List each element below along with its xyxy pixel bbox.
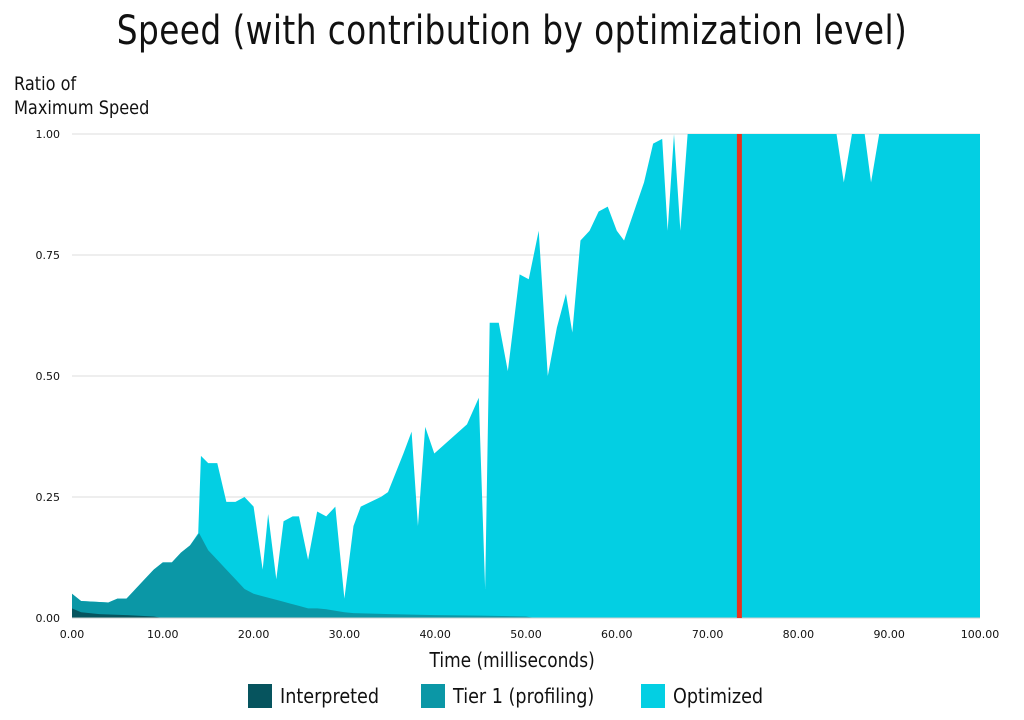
legend-item: Interpreted <box>248 684 393 708</box>
y-tick-label: 0.75 <box>36 249 61 262</box>
chart-legend: Interpreted Tier 1 (profiling) Optimized <box>0 684 1024 708</box>
x-tick-label: 60.00 <box>601 628 633 641</box>
x-tick-label: 20.00 <box>238 628 270 641</box>
x-tick-label: 100.00 <box>961 628 1000 641</box>
y-axis-label-text: Ratio of Maximum Speed <box>14 73 150 119</box>
x-tick-label: 30.00 <box>329 628 361 641</box>
area-tier-1-profiling <box>72 533 536 618</box>
legend-label: Tier 1 (profiling) <box>452 684 595 708</box>
y-axis-label: Ratio of Maximum Speed <box>14 72 149 120</box>
legend-item: Optimized <box>641 684 775 708</box>
area-optimized <box>72 134 980 618</box>
x-tick-label: 70.00 <box>692 628 724 641</box>
x-tick-label: 10.00 <box>147 628 179 641</box>
y-tick-label: 1.00 <box>36 128 61 141</box>
legend-swatch <box>248 684 273 708</box>
legend-label: Optimized <box>673 684 764 708</box>
legend-item: Tier 1 (profiling) <box>420 684 614 708</box>
legend-swatch <box>641 684 666 708</box>
y-tick-label: 0.50 <box>36 370 61 383</box>
x-tick-label: 50.00 <box>510 628 542 641</box>
y-tick-label: 0.25 <box>36 491 61 504</box>
legend-swatch <box>420 684 445 708</box>
y-tick-label: 0.00 <box>36 612 61 625</box>
area-interpreted <box>72 608 163 618</box>
x-tick-label: 80.00 <box>783 628 815 641</box>
chart-title: Speed (with contribution by optimization… <box>116 8 908 54</box>
legend-label: Interpreted <box>280 684 380 708</box>
x-axis-label: Time (milliseconds) <box>429 648 595 672</box>
x-tick-label: 0.00 <box>60 628 85 641</box>
x-tick-label: 40.00 <box>419 628 451 641</box>
x-tick-label: 90.00 <box>873 628 905 641</box>
